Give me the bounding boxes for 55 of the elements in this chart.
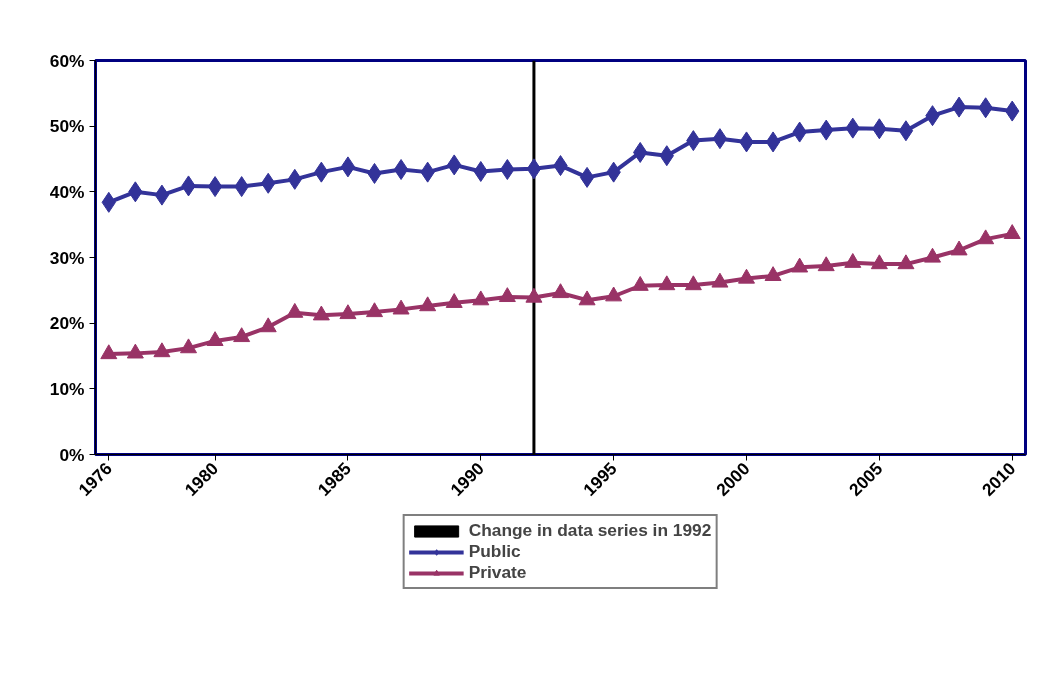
point — [340, 156, 356, 178]
point — [445, 293, 463, 308]
point — [153, 342, 171, 358]
point — [472, 290, 490, 306]
y-tick-label: 60% — [49, 50, 85, 71]
y-tick-label: 30% — [49, 247, 85, 268]
point — [817, 256, 835, 272]
y-tick-label: 40% — [49, 181, 85, 202]
y-tick-label: 50% — [49, 116, 85, 137]
point — [1003, 224, 1021, 239]
point — [206, 331, 224, 347]
point — [897, 254, 915, 270]
point — [712, 128, 728, 150]
point — [764, 266, 782, 282]
point — [711, 272, 729, 288]
point — [498, 287, 516, 303]
point — [578, 290, 596, 306]
point — [791, 257, 809, 273]
y-tick-label: 0% — [59, 444, 85, 465]
point — [154, 184, 170, 206]
point — [126, 343, 144, 359]
point — [259, 317, 277, 333]
point — [100, 344, 118, 360]
point — [605, 286, 623, 302]
point — [658, 275, 676, 291]
point — [233, 327, 251, 343]
point — [738, 268, 755, 284]
point — [765, 131, 781, 153]
point — [870, 254, 888, 270]
legend-label: Change in data series in 1992 — [468, 520, 712, 541]
point — [525, 287, 543, 303]
point — [393, 159, 409, 181]
point — [898, 120, 914, 142]
point — [419, 296, 437, 312]
point — [207, 176, 223, 198]
legend-label: Private — [468, 562, 527, 583]
point — [579, 166, 595, 188]
point — [392, 299, 410, 315]
point — [684, 275, 702, 291]
point — [950, 240, 968, 256]
point — [951, 96, 967, 118]
point — [631, 276, 649, 291]
point — [526, 158, 542, 180]
point — [286, 302, 304, 318]
y-tick-label: 10% — [49, 378, 85, 399]
point — [312, 305, 330, 321]
point — [552, 283, 569, 299]
point — [180, 338, 197, 354]
point — [339, 304, 357, 320]
point — [366, 302, 383, 318]
y-tick-label: 20% — [49, 313, 85, 334]
point — [977, 229, 995, 245]
legend-label: Public — [468, 541, 521, 562]
point — [924, 247, 941, 263]
point — [844, 253, 862, 268]
